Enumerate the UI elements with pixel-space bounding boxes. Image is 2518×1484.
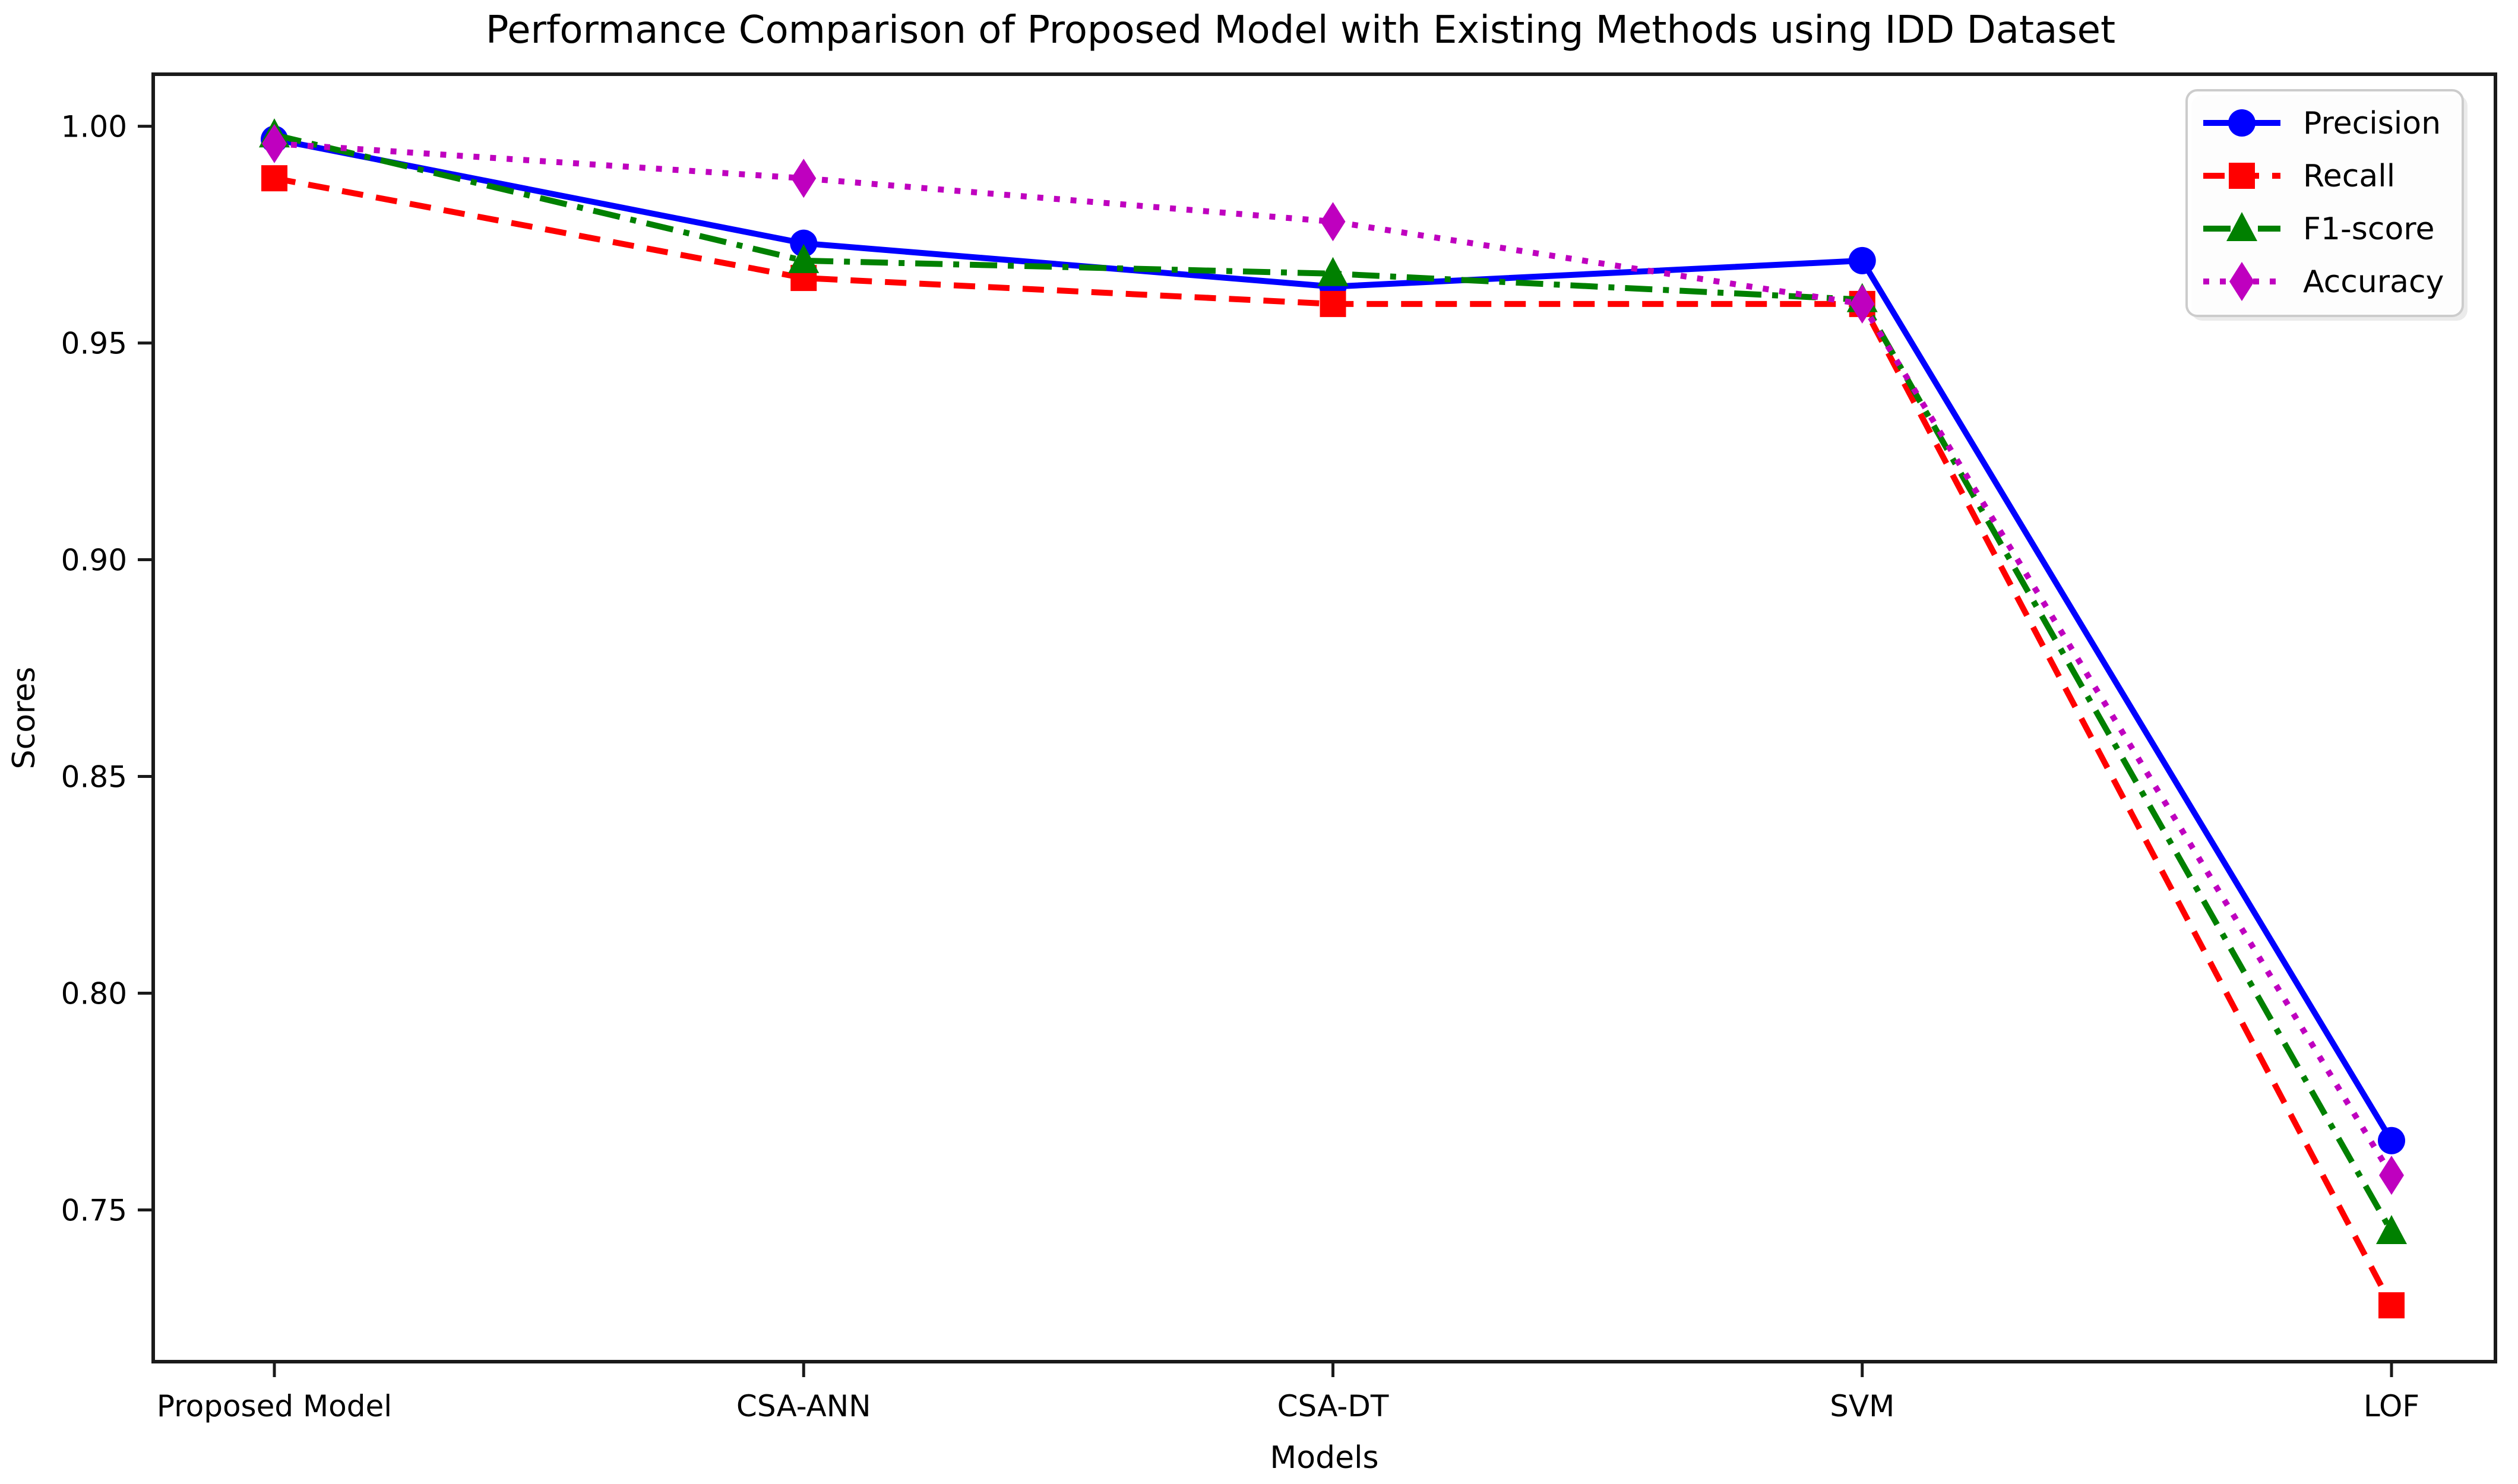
- x-tick-label: SVM: [1830, 1389, 1894, 1423]
- series-line-recall: [274, 175, 2394, 1307]
- marker-accuracy-csa-ann: [791, 159, 817, 198]
- x-tick-label: CSA-DT: [1277, 1389, 1389, 1423]
- y-tick-label: 0.75: [61, 1194, 127, 1228]
- marker-accuracy-svm: [1849, 284, 1875, 324]
- y-tick-label: 0.95: [61, 327, 127, 361]
- y-tick-label: 0.80: [61, 977, 127, 1011]
- marker-precision-svm: [1848, 246, 1876, 274]
- marker-f1-score-csa-dt: [1317, 257, 1349, 286]
- legend-label-accuracy: Accuracy: [2303, 264, 2444, 300]
- x-tick-label: LOF: [2364, 1389, 2419, 1423]
- x-axis-label: Models: [1270, 1440, 1378, 1476]
- marker-accuracy-proposed-model: [262, 124, 287, 163]
- plot-frame: [151, 72, 2497, 1363]
- series-line-accuracy: [274, 140, 2394, 1177]
- x-tick-label: Proposed Model: [157, 1389, 392, 1423]
- marker-recall-proposed-model: [261, 165, 287, 192]
- y-tick-label: 1.00: [61, 110, 127, 144]
- legend-label-f1-score: F1-score: [2303, 211, 2434, 247]
- legend-box: [2185, 89, 2464, 317]
- legend-label-precision: Precision: [2303, 106, 2441, 141]
- marker-accuracy-lof: [2379, 1156, 2404, 1195]
- marker-recall-csa-dt: [1320, 290, 1346, 317]
- legend-marker-recall: [2229, 163, 2255, 189]
- marker-precision-lof: [2378, 1127, 2405, 1154]
- marker-recall-lof: [2378, 1292, 2405, 1319]
- marker-accuracy-csa-dt: [1320, 202, 1346, 242]
- legend-marker-accuracy: [2229, 262, 2254, 301]
- chart-title: Performance Comparison of Proposed Model…: [486, 8, 2115, 52]
- y-tick-label: 0.85: [61, 760, 127, 795]
- x-tick-label: CSA-ANN: [736, 1389, 871, 1423]
- legend-marker-precision: [2228, 109, 2256, 137]
- legend-label-recall: Recall: [2303, 159, 2395, 194]
- marker-f1-score-lof: [2376, 1215, 2407, 1245]
- marker-f1-score-csa-ann: [788, 243, 820, 273]
- y-axis-label: Scores: [7, 667, 42, 770]
- legend-marker-f1-score: [2226, 212, 2257, 241]
- marker-precision-csa-ann: [790, 229, 818, 257]
- y-tick-label: 0.90: [61, 543, 127, 578]
